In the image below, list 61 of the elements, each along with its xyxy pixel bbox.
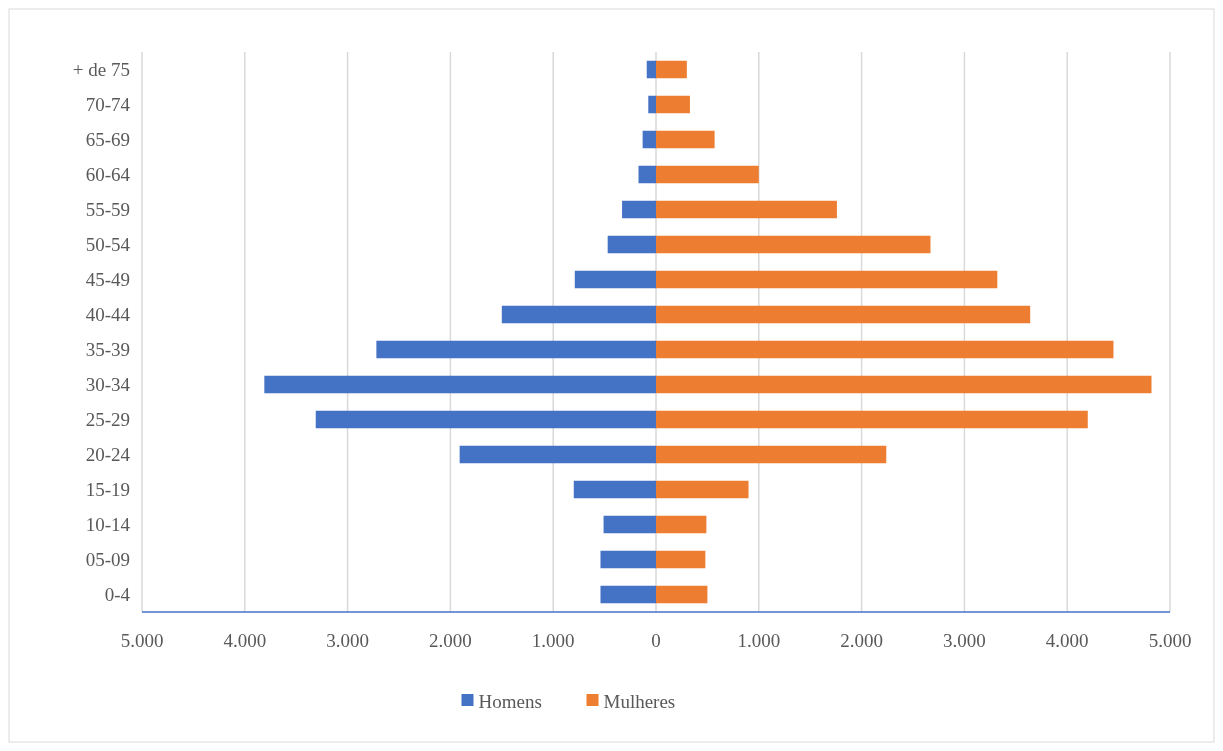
x-tick-label: 2.000 bbox=[840, 630, 883, 651]
legend-label: Homens bbox=[478, 690, 542, 712]
bar bbox=[656, 60, 687, 79]
legend-label: Mulheres bbox=[603, 690, 676, 712]
y-tick-label: 35-39 bbox=[85, 339, 130, 361]
y-tick-label: 0-4 bbox=[104, 584, 131, 606]
bar bbox=[622, 200, 656, 219]
bar bbox=[501, 305, 656, 324]
bar bbox=[656, 340, 1114, 359]
bar bbox=[603, 515, 656, 534]
y-tick-label: 65-69 bbox=[85, 129, 130, 151]
bar bbox=[264, 375, 656, 394]
bar bbox=[376, 340, 656, 359]
bar bbox=[646, 60, 656, 79]
y-tick-label: 50-54 bbox=[85, 234, 131, 256]
y-tick-label: 05-09 bbox=[85, 549, 130, 571]
y-tick-label: 30-34 bbox=[85, 374, 131, 396]
bar bbox=[656, 95, 690, 114]
x-tick-label: 1.000 bbox=[531, 630, 575, 651]
bar bbox=[648, 95, 656, 114]
bar bbox=[656, 165, 759, 184]
bar bbox=[656, 235, 931, 254]
bar bbox=[600, 550, 656, 569]
x-tick-label: 4.000 bbox=[1045, 630, 1089, 651]
x-tick-label: 1.000 bbox=[737, 630, 781, 651]
bar bbox=[642, 130, 656, 149]
bar bbox=[315, 410, 656, 429]
x-tick-label: 0 bbox=[651, 630, 661, 651]
y-tick-label: 20-24 bbox=[85, 444, 131, 466]
y-tick-label: 25-29 bbox=[85, 409, 130, 431]
bar bbox=[656, 445, 887, 464]
x-tick-label: 5.000 bbox=[120, 630, 164, 651]
y-tick-label: 70-74 bbox=[85, 94, 131, 116]
bar bbox=[574, 270, 656, 289]
y-tick-label: 15-19 bbox=[85, 479, 130, 501]
bar bbox=[459, 445, 656, 464]
x-tick-label: 2.000 bbox=[429, 630, 472, 651]
bar bbox=[656, 305, 1031, 324]
y-tick-label: 45-49 bbox=[85, 269, 130, 291]
bar bbox=[656, 200, 837, 219]
x-tick-label: 4.000 bbox=[223, 630, 267, 651]
x-tick-label: 5.000 bbox=[1148, 630, 1192, 651]
x-tick-label: 3.000 bbox=[943, 630, 986, 651]
y-tick-label: + de 75 bbox=[72, 59, 130, 81]
bar bbox=[573, 480, 656, 499]
y-tick-label: 60-64 bbox=[85, 164, 131, 186]
bar bbox=[656, 515, 707, 534]
bar bbox=[656, 585, 708, 604]
y-tick-label: 10-14 bbox=[85, 514, 131, 536]
bar bbox=[656, 375, 1152, 394]
bar bbox=[656, 130, 715, 149]
y-tick-label: 40-44 bbox=[85, 304, 131, 326]
bar bbox=[656, 270, 998, 289]
bar bbox=[607, 235, 656, 254]
x-tick-label: 3.000 bbox=[326, 630, 369, 651]
y-tick-label: 55-59 bbox=[85, 199, 130, 221]
bar bbox=[656, 410, 1088, 429]
bar bbox=[600, 585, 656, 604]
bar bbox=[638, 165, 656, 184]
bar bbox=[656, 480, 749, 499]
bar bbox=[656, 550, 706, 569]
